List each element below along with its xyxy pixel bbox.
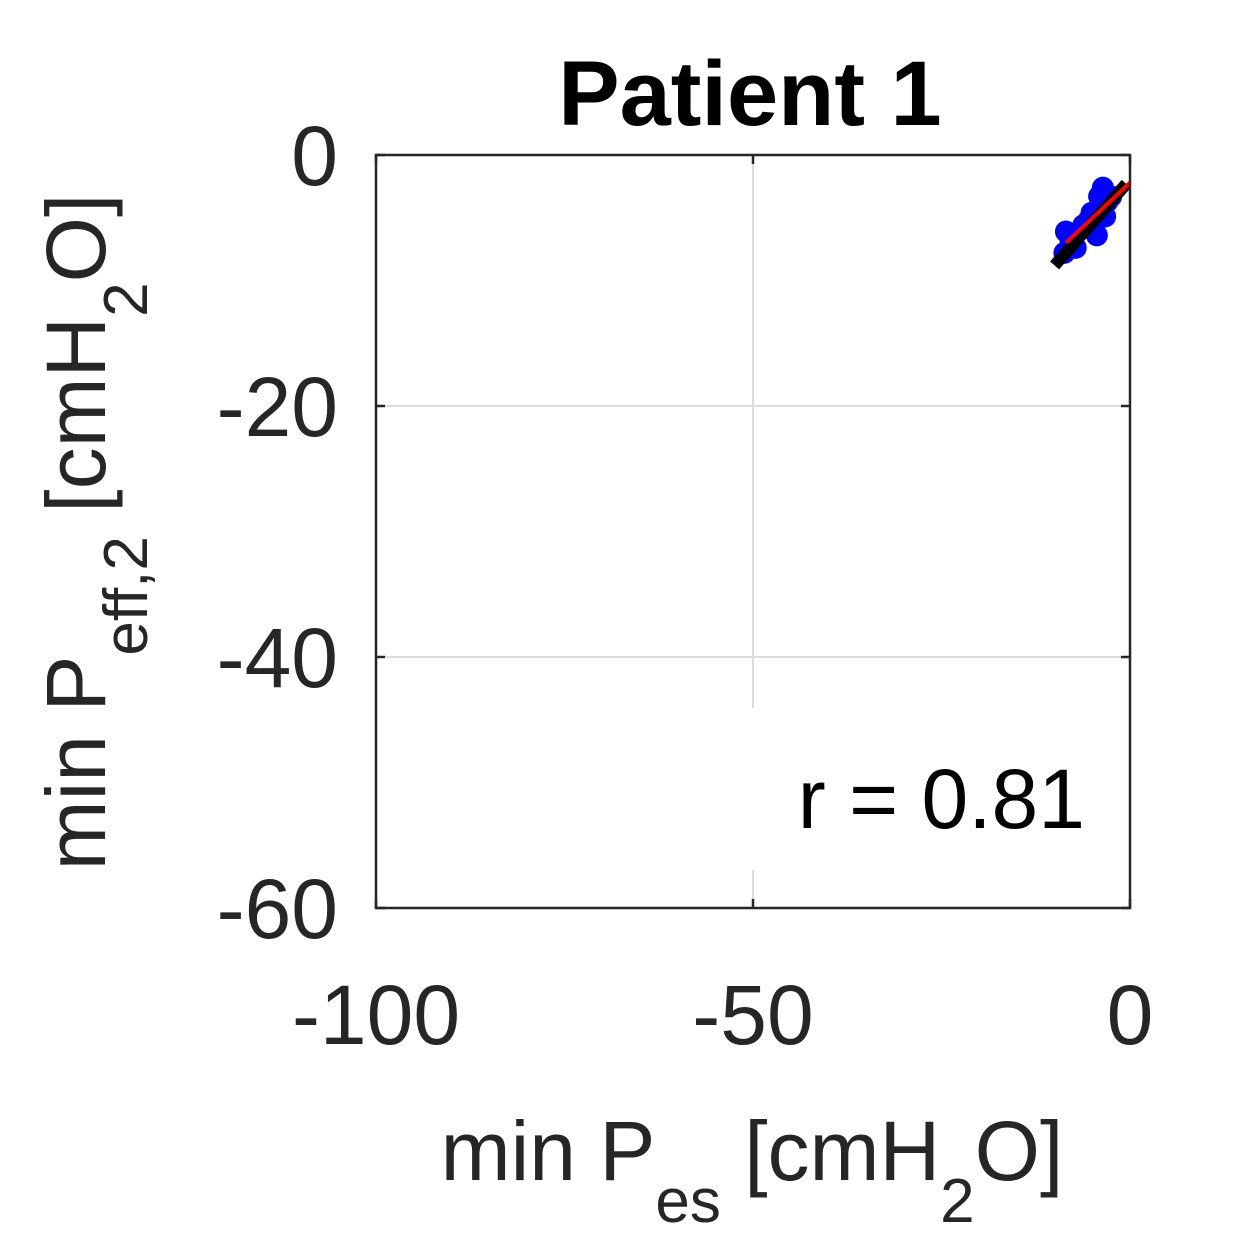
y-tick-label: -20 — [217, 360, 338, 454]
y-axis-label: min Peff,2 [cmH2O] — [29, 194, 161, 871]
plot-frame — [374, 153, 1132, 910]
y-label-unit-open: [cmH — [29, 317, 123, 536]
x-label-subscript: es — [655, 1167, 720, 1236]
x-label-unit-subscript: 2 — [940, 1167, 974, 1236]
tick-labels: -100 -50 0 0 -20 -40 -60 — [217, 109, 1154, 1062]
y-label-unit-close: O] — [29, 194, 123, 283]
correlation-annotation: r = 0.81 — [798, 752, 1085, 846]
y-tick-label: 0 — [291, 109, 338, 203]
chart-title: Patient 1 — [558, 43, 941, 145]
y-tick-label: -40 — [217, 611, 338, 705]
x-tick-label: 0 — [1107, 968, 1154, 1062]
y-label-main: min P — [29, 656, 123, 871]
x-tick-label: -100 — [292, 968, 460, 1062]
annotation-background — [728, 708, 1098, 870]
regression-line — [1064, 181, 1132, 245]
x-tick-label: -50 — [692, 968, 813, 1062]
y-tick-label: -60 — [217, 862, 338, 956]
y-label-subscript: eff,2 — [92, 536, 161, 656]
x-axis-label: min Pes [cmH2O] — [441, 1104, 1064, 1236]
x-label-main: min P — [441, 1104, 656, 1198]
x-label-unit-open: [cmH — [721, 1104, 940, 1198]
grid-lines — [376, 155, 1130, 908]
y-label-unit-subscript: 2 — [92, 282, 161, 316]
data-layer — [1050, 176, 1132, 270]
x-label-unit-close: O] — [975, 1104, 1064, 1198]
